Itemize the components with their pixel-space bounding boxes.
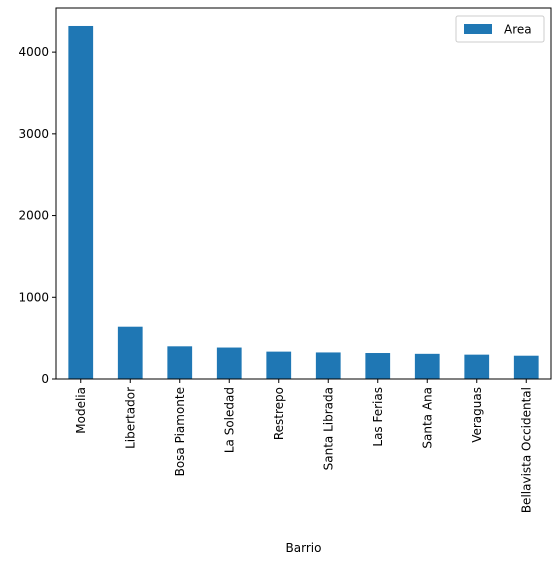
x-tick-label: Veraguas [470, 387, 484, 443]
bar-bosa-piamonte [167, 346, 193, 379]
x-tick-label: Las Ferias [371, 387, 385, 447]
y-tick-label: 1000 [18, 290, 49, 304]
bar-santa-ana [414, 353, 440, 379]
x-tick-label: Modelia [74, 387, 88, 434]
plot-frame [55, 7, 552, 380]
x-tick-label: La Soledad [222, 387, 236, 453]
x-axis: Modelia Libertador Bosa Piamonte La Soledad… [74, 379, 533, 513]
legend-swatch [464, 24, 492, 34]
bar-libertador [117, 326, 143, 379]
bar-santa-librada [315, 352, 341, 379]
bars-group [68, 25, 539, 380]
x-tick-label: Bellavista Occidental [519, 387, 533, 513]
x-tick-label: Bosa Piamonte [173, 387, 187, 476]
y-tick-label: 0 [41, 372, 49, 386]
x-tick-label: Libertador [123, 387, 137, 449]
bar-bellavista-occidental [513, 355, 539, 379]
y-tick-label: 2000 [18, 209, 49, 223]
bar-restrepo [266, 351, 292, 379]
y-tick-label: 3000 [18, 127, 49, 141]
x-axis-title: Barrio [286, 541, 322, 555]
x-tick-label: Santa Librada [321, 387, 335, 470]
legend: Area [455, 15, 545, 43]
bar-las-ferias [365, 353, 391, 379]
y-tick-label: 4000 [18, 45, 49, 59]
x-tick-label: Santa Ana [420, 387, 434, 449]
legend-box [455, 15, 545, 43]
x-tick-label: Restrepo [272, 387, 286, 440]
bar-la-soledad [216, 347, 242, 379]
bar-veraguas [464, 354, 490, 379]
bar-modelia [68, 25, 94, 380]
y-axis: 0 1000 2000 3000 4000 [18, 45, 56, 386]
legend-label: Area [504, 23, 532, 37]
